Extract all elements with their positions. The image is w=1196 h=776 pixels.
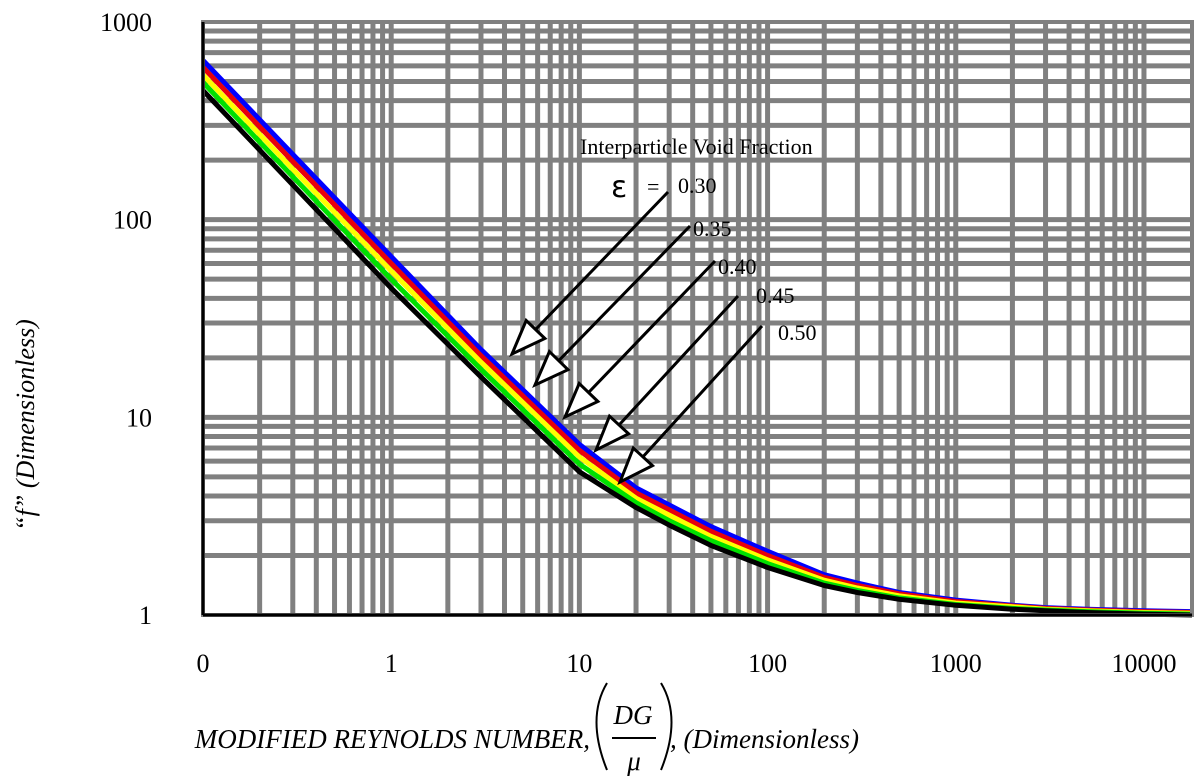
x-tick-label: 10000 bbox=[1111, 649, 1176, 678]
y-axis-label: “f” (Dimensionless) bbox=[11, 319, 40, 531]
arrow-shaft bbox=[587, 259, 717, 394]
epsilon-symbol: ε bbox=[611, 170, 627, 205]
x-axis-label: MODIFIED REYNOLDS NUMBER, DG μ , (Dimens… bbox=[194, 682, 859, 776]
arrow-shaft bbox=[534, 190, 670, 331]
x-axis-label-denominator: μ bbox=[626, 746, 641, 776]
arrow-shaft bbox=[641, 324, 764, 458]
legend-title: Interparticle Void Fraction bbox=[580, 134, 813, 159]
arrow-head bbox=[532, 349, 571, 389]
x-tick-label: 10 bbox=[566, 649, 592, 678]
arrow-shaft bbox=[617, 294, 740, 427]
equals-sign: = bbox=[647, 174, 659, 199]
paren-right bbox=[660, 682, 673, 771]
legend-label-0-40: 0.40 bbox=[718, 254, 757, 279]
arrow-shaft bbox=[557, 224, 692, 362]
y-tick-label: 1 bbox=[139, 601, 152, 630]
arrow-head bbox=[562, 380, 601, 421]
x-tick-label: 1 bbox=[385, 649, 398, 678]
legend-label-0-50: 0.50 bbox=[778, 320, 817, 345]
arrow-head bbox=[509, 317, 548, 358]
legend-label-0-35: 0.35 bbox=[693, 216, 732, 241]
series-lines bbox=[201, 58, 1193, 618]
legend-label-0-30: 0.30 bbox=[678, 173, 717, 198]
legend-label-0-45: 0.45 bbox=[756, 283, 795, 308]
x-tick-label: 1000 bbox=[930, 649, 982, 678]
x-axis-label-suffix: , (Dimensionless) bbox=[670, 724, 859, 754]
x-tick-label: 0 bbox=[197, 649, 210, 678]
paren-left bbox=[595, 682, 608, 771]
y-tick-label: 10 bbox=[126, 403, 152, 432]
x-axis-label-numerator: DG bbox=[613, 700, 653, 730]
tick-labels: 0 1 10 100 1000 10000 1 10 100 1000 bbox=[100, 8, 1176, 678]
plot-frame bbox=[201, 20, 1194, 617]
y-tick-label: 100 bbox=[113, 206, 152, 235]
x-axis-label-prefix: MODIFIED REYNOLDS NUMBER, bbox=[194, 724, 590, 754]
x-tick-label: 100 bbox=[748, 649, 787, 678]
y-tick-label: 1000 bbox=[100, 8, 152, 37]
arrow-head bbox=[617, 445, 656, 486]
arrow-head bbox=[593, 413, 632, 454]
series-line-0-50 bbox=[201, 88, 1193, 618]
legend-annotations: Interparticle Void Fraction ε = 0.30 0.35 0.4… bbox=[509, 134, 817, 486]
